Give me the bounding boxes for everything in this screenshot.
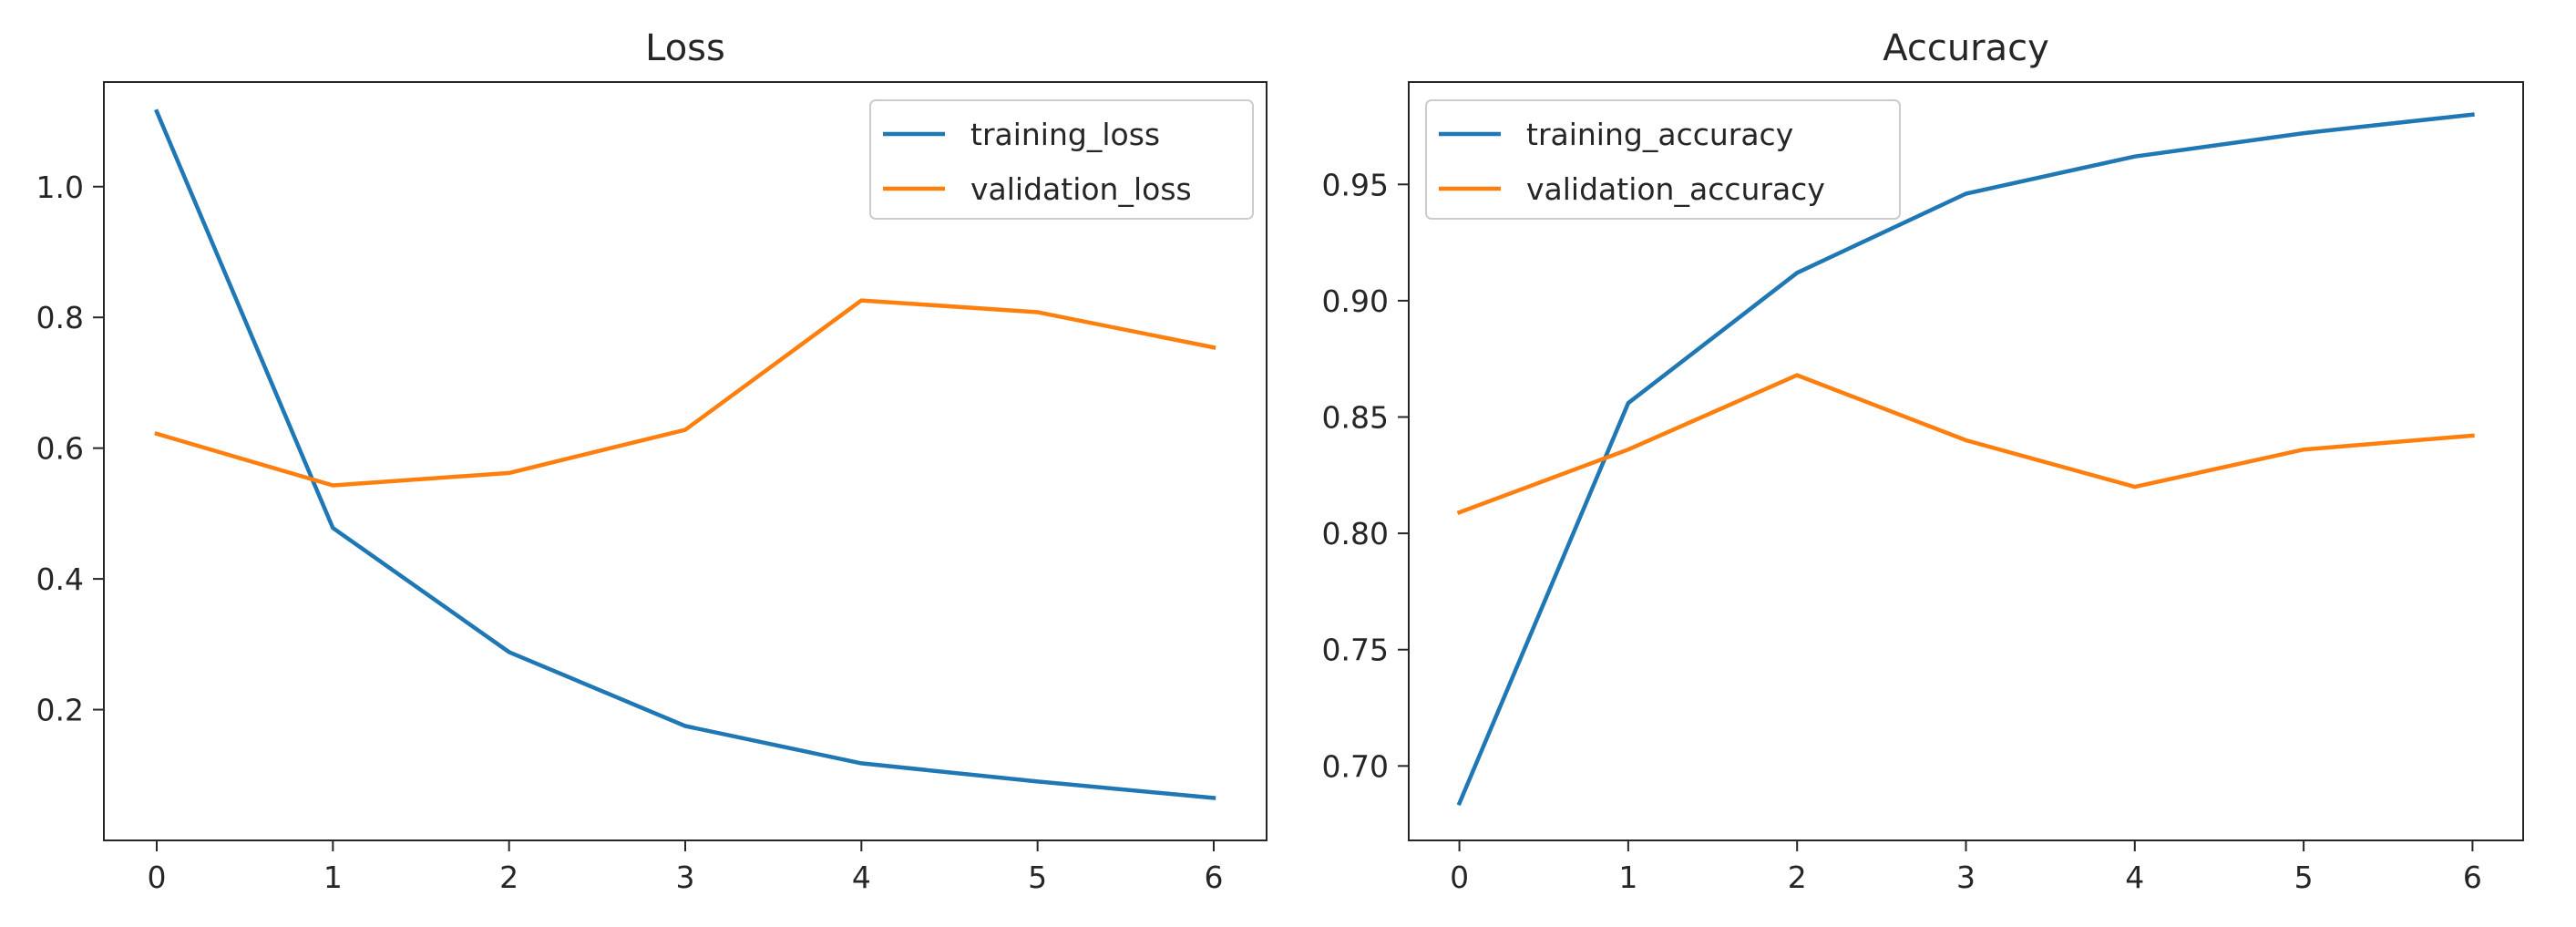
legend-box bbox=[869, 99, 1254, 220]
x-tick-label: 0 bbox=[148, 860, 167, 895]
x-tick-label: 1 bbox=[1618, 860, 1637, 895]
legend-box bbox=[1425, 99, 1901, 220]
x-tick-label: 6 bbox=[2463, 860, 2482, 895]
y-tick-label: 0.70 bbox=[1322, 748, 1389, 784]
x-tick-label: 5 bbox=[2294, 860, 2314, 895]
x-tick-label: 4 bbox=[2125, 860, 2144, 895]
axes-frame bbox=[1408, 81, 2524, 841]
y-tick-label: 0.4 bbox=[36, 561, 84, 597]
chart-title: Accuracy bbox=[1883, 27, 2049, 69]
x-tick-label: 6 bbox=[1205, 860, 1224, 895]
x-tick-label: 1 bbox=[323, 860, 343, 895]
x-tick-label: 0 bbox=[1450, 860, 1469, 895]
y-tick-label: 0.90 bbox=[1322, 283, 1389, 319]
x-tick-label: 4 bbox=[852, 860, 871, 895]
series-line-training_loss bbox=[154, 108, 1216, 800]
y-tick-label: 0.8 bbox=[36, 300, 84, 335]
legend-label-validation_loss: validation_loss bbox=[970, 171, 1192, 207]
y-tick-label: 0.75 bbox=[1322, 633, 1389, 668]
y-tick-label: 0.80 bbox=[1322, 516, 1389, 551]
loss-subplot: Loss 0 1 2 3 4 5 6 0.2 0.4 0.6 0.8 1.0 training_lossv… bbox=[36, 27, 1267, 895]
legend: training_accuracy validation_accuracy bbox=[1425, 99, 1901, 220]
y-tick-label: 1.0 bbox=[36, 170, 84, 205]
legend-label-training_loss: training_loss bbox=[970, 117, 1160, 152]
series-line-training_accuracy bbox=[1456, 112, 2475, 807]
legend-label-validation_accuracy: validation_accuracy bbox=[1526, 171, 1825, 207]
x-tick-label: 5 bbox=[1028, 860, 1047, 895]
legend-label-training_accuracy: training_accuracy bbox=[1526, 117, 1793, 152]
y-tick-label: 0.2 bbox=[36, 693, 84, 728]
x-tick-label: 2 bbox=[1788, 860, 1807, 895]
y-tick-label: 0.6 bbox=[36, 431, 84, 467]
series-line-validation_accuracy bbox=[1456, 373, 2475, 515]
series-line-validation_loss bbox=[154, 298, 1216, 488]
x-tick-label: 3 bbox=[1956, 860, 1976, 895]
axes-frame bbox=[103, 81, 1267, 841]
y-tick-label: 0.85 bbox=[1322, 400, 1389, 436]
chart-title: Loss bbox=[645, 27, 725, 69]
accuracy-subplot: Accuracy 0 1 2 3 4 5 6 0.70 0.75 0.80 0.85 0.90 0.95 t… bbox=[1322, 27, 2524, 895]
x-tick-label: 3 bbox=[676, 860, 695, 895]
y-tick-label: 0.95 bbox=[1322, 167, 1389, 202]
x-tick-label: 2 bbox=[499, 860, 518, 895]
legend: training_loss validation_loss bbox=[869, 99, 1254, 220]
